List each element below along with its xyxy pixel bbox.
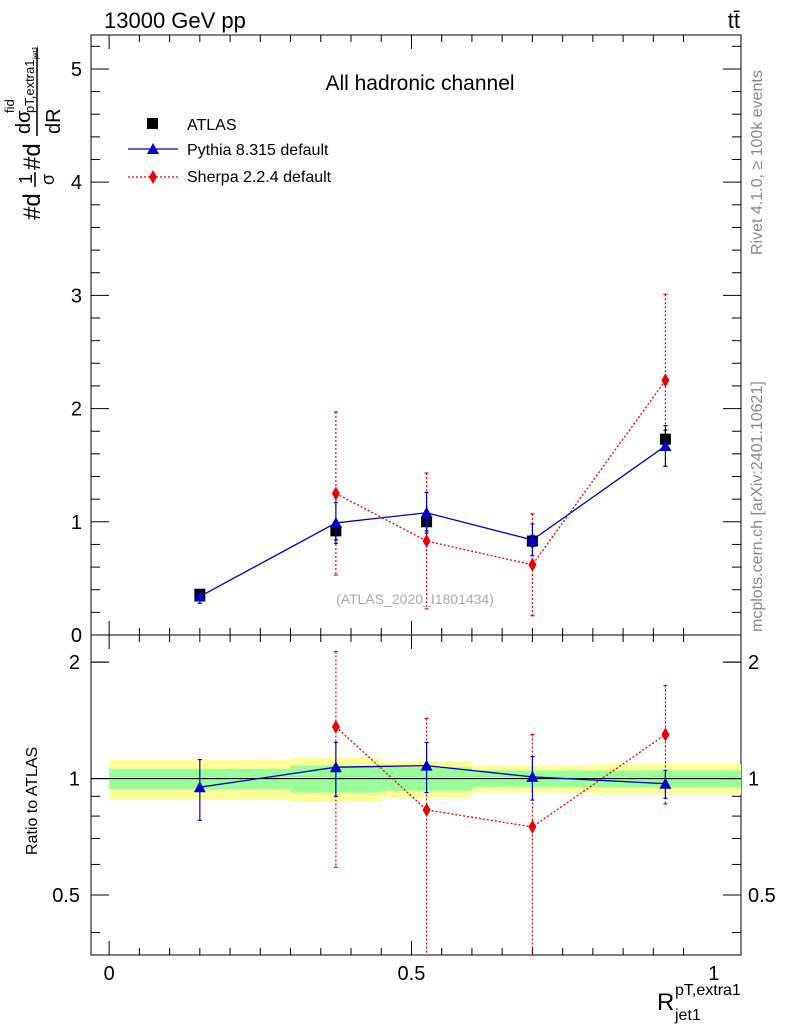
y-label-mid: #d xyxy=(19,143,46,170)
ratio-y-axis-label: Ratio to ATLAS xyxy=(24,747,41,855)
sherpa-ratio-line xyxy=(335,726,666,828)
ratio-panel-frame xyxy=(90,634,742,956)
y-tick-label-main: 0 xyxy=(71,625,82,647)
y-label-frac1-num: 1 xyxy=(16,174,36,184)
y-label-frac2-den: dR xyxy=(43,108,65,134)
energy-label: 13000 GeV pp xyxy=(104,8,246,33)
y-label-prefix: #d xyxy=(19,193,46,220)
pythia-main-point xyxy=(526,533,539,545)
x-tick-label: 0 xyxy=(104,963,115,985)
main-plot-data xyxy=(193,293,672,617)
ratio-uncertainty-bands xyxy=(91,758,741,802)
pythia-main-point xyxy=(193,590,206,602)
y-label-frac2-sup: fid xyxy=(2,99,17,113)
y-tick-label-main: 5 xyxy=(71,59,82,81)
legend-marker-pythia xyxy=(147,143,159,154)
y-tick-label-ratio-right: 1 xyxy=(748,769,759,791)
pythia-ratio-point xyxy=(329,761,342,773)
sherpa-main-line xyxy=(335,379,666,566)
x-label-main: R xyxy=(657,989,674,1016)
pythia-main-point xyxy=(420,506,433,518)
y-tick-label-ratio-left: 2 xyxy=(69,652,80,674)
pythia-main-point xyxy=(329,516,342,528)
ratio-plot-data xyxy=(193,650,672,955)
pythia-ratio-point xyxy=(659,777,672,789)
sherpa-main-point xyxy=(528,557,537,572)
sherpa-ratio-point xyxy=(422,802,431,817)
process-label: tt̄ xyxy=(728,8,740,33)
y-label-frac2-subsub: jet1 xyxy=(31,46,40,60)
x-tick-label: 1 xyxy=(708,963,719,985)
sherpa-main-point xyxy=(422,534,431,549)
y-label-frac1-den: σ xyxy=(38,174,58,185)
y-tick-label-main: 3 xyxy=(71,285,82,307)
analysis-label: (ATLAS_2020_I1801434) xyxy=(336,591,494,607)
pythia-ratio-point xyxy=(420,759,433,771)
y-tick-label-main: 4 xyxy=(71,172,82,194)
x-label-sup: pT,extra1 xyxy=(675,982,741,999)
mcplots-label: mcplots.cern.ch [arXiv:2401.10621] xyxy=(749,381,766,632)
pythia-main-point xyxy=(659,439,672,451)
legend: ATLAS Pythia 8.315 default Sherpa 2.2.4 … xyxy=(128,117,332,186)
y-tick-label-main: 1 xyxy=(71,512,82,534)
chart-title: All hadronic channel xyxy=(325,72,514,95)
y-tick-label-ratio-right: 2 xyxy=(748,652,759,674)
rivet-label: Rivet 4.1.0, ≥ 100k events xyxy=(749,70,766,255)
legend-marker-atlas xyxy=(147,118,158,129)
legend-label-sherpa: Sherpa 2.2.4 default xyxy=(187,169,332,186)
pythia-ratio-point xyxy=(193,781,206,793)
pythia-main-line xyxy=(199,445,666,598)
y-label-frac2-sub: pT,extra1 xyxy=(22,60,37,113)
x-tick-label: 0.5 xyxy=(398,963,426,985)
sherpa-main-point xyxy=(661,373,670,388)
sherpa-ratio-point xyxy=(661,727,670,742)
sherpa-ratio-point xyxy=(528,819,537,834)
y-tick-label-main: 2 xyxy=(71,399,82,421)
legend-marker-sherpa xyxy=(149,170,157,184)
sherpa-main-point xyxy=(331,486,340,501)
y-tick-label-ratio-left: 0.5 xyxy=(52,885,80,907)
axis-ticks: 0 0.5 1 0 1 2 3 4 5 0.5 0.5 1 1 2 2 xyxy=(52,35,776,985)
legend-label-atlas: ATLAS xyxy=(187,117,237,134)
x-label-sub: jet1 xyxy=(674,1007,701,1024)
x-axis-label: R pT,extra1 jet1 xyxy=(657,982,741,1024)
y-tick-label-ratio-left: 1 xyxy=(69,769,80,791)
main-y-axis-label: #d 1 σ #d dσ fid pT,extra1 jet1 dR xyxy=(2,46,65,220)
y-label-frac2-num: dσ xyxy=(13,110,35,134)
y-tick-label-ratio-right: 0.5 xyxy=(748,885,776,907)
pythia-ratio-point xyxy=(526,770,539,782)
legend-label-pythia: Pythia 8.315 default xyxy=(187,142,329,159)
sherpa-ratio-point xyxy=(331,719,340,734)
